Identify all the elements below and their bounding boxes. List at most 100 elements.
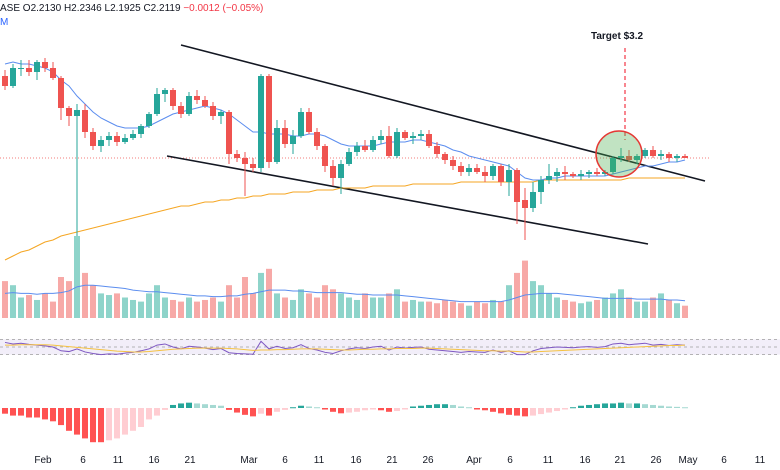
volume-bar bbox=[210, 297, 216, 318]
volume-bar bbox=[314, 297, 320, 318]
volume-bar bbox=[338, 293, 344, 318]
x-tick-label: Mar bbox=[240, 455, 258, 466]
volume-bar bbox=[450, 301, 456, 318]
macd-bar bbox=[602, 403, 608, 408]
candle-body bbox=[242, 158, 248, 164]
macd-bar bbox=[10, 408, 16, 416]
volume-bar bbox=[410, 299, 416, 318]
volume-bar bbox=[634, 301, 640, 318]
x-tick-label: Apr bbox=[466, 455, 482, 466]
volume-bar bbox=[650, 297, 656, 318]
macd-bar bbox=[42, 408, 48, 420]
candle-body bbox=[306, 112, 312, 132]
volume-bar bbox=[522, 260, 528, 318]
volume-bar bbox=[298, 289, 304, 318]
candle-body bbox=[346, 152, 352, 164]
candle-body bbox=[586, 172, 592, 174]
macd-bar bbox=[330, 408, 336, 412]
volume-bar bbox=[26, 295, 32, 318]
macd-bar bbox=[386, 408, 392, 412]
candle-body bbox=[226, 112, 232, 154]
change-value: −0.0012 (−0.05%) bbox=[183, 3, 264, 14]
macd-bar bbox=[114, 408, 120, 439]
ohlc-values: O2.2130 H2.2346 L2.1925 C2.2119 bbox=[22, 3, 181, 14]
candle-body bbox=[338, 164, 344, 178]
macd-bar bbox=[298, 405, 304, 408]
candle-body bbox=[90, 132, 96, 146]
candle-body bbox=[434, 146, 440, 154]
volume-bar bbox=[106, 295, 112, 318]
candle-body bbox=[674, 156, 680, 158]
x-tick-label: 16 bbox=[148, 455, 160, 466]
volume-bar bbox=[266, 268, 272, 318]
macd-bar bbox=[122, 408, 128, 435]
x-tick-label: 6 bbox=[80, 455, 86, 466]
candle-body bbox=[50, 68, 56, 78]
candle-body bbox=[570, 174, 576, 176]
volume-bar bbox=[250, 293, 256, 318]
x-tick-label: 11 bbox=[314, 455, 325, 466]
x-tick-label: 11 bbox=[543, 455, 554, 466]
candle-body bbox=[290, 136, 296, 144]
volume-bar bbox=[154, 285, 160, 318]
candle-body bbox=[250, 164, 256, 168]
macd-bar bbox=[682, 407, 688, 409]
candle-body bbox=[522, 200, 528, 208]
macd-bar bbox=[402, 408, 408, 410]
candle-body bbox=[490, 166, 496, 176]
volume-bar bbox=[330, 289, 336, 318]
candle-body bbox=[274, 128, 280, 162]
macd-bar bbox=[314, 407, 320, 409]
macd-bar bbox=[466, 407, 472, 409]
volume-bar bbox=[378, 297, 384, 318]
candle-body bbox=[442, 154, 448, 160]
macd-bar bbox=[570, 407, 576, 409]
trend-channel-lines[interactable] bbox=[166, 44, 706, 245]
macd-bar bbox=[170, 404, 176, 408]
macd-bar bbox=[162, 408, 168, 410]
macd-bar bbox=[146, 408, 152, 420]
macd-bar bbox=[410, 406, 416, 408]
candle-body bbox=[418, 134, 424, 136]
breakout-circle bbox=[595, 130, 643, 178]
symbol-suffix: ASE bbox=[0, 3, 21, 14]
macd-bar bbox=[610, 403, 616, 408]
candle-body bbox=[634, 156, 640, 160]
volume-bar bbox=[186, 297, 192, 318]
candle-body bbox=[618, 156, 624, 158]
x-axis: Feb 6 11 16 21 Mar 6 11 16 21 26 Apr 6 11 16 21 26 May 6 11 bbox=[34, 455, 765, 466]
volume-bar bbox=[402, 301, 408, 318]
candle-body bbox=[658, 154, 664, 156]
candle-body bbox=[386, 136, 392, 156]
macd-bar bbox=[554, 408, 560, 412]
macd-bar bbox=[290, 407, 296, 409]
volume-bar bbox=[562, 299, 568, 318]
macd-bar bbox=[634, 403, 640, 408]
candle-body bbox=[98, 140, 104, 146]
ohlc-header: ASE O2.2130 H2.2346 L2.1925 C2.2119 −0.0… bbox=[0, 3, 263, 14]
macd-bar bbox=[82, 408, 88, 439]
candle-body bbox=[234, 154, 240, 158]
volume-bar bbox=[594, 299, 600, 318]
macd-bar bbox=[234, 408, 240, 413]
candle-body bbox=[218, 112, 224, 116]
macd-bar bbox=[218, 405, 224, 408]
macd-bar bbox=[498, 408, 504, 414]
ma20-line bbox=[4, 61, 686, 181]
volume-bar bbox=[394, 289, 400, 318]
volume-bar bbox=[602, 297, 608, 318]
volume-bar bbox=[82, 272, 88, 318]
volume-bar bbox=[370, 297, 376, 318]
macd-bar bbox=[274, 408, 280, 412]
macd-bar bbox=[338, 408, 344, 414]
ma-legend: M bbox=[0, 17, 8, 28]
macd-bar bbox=[18, 408, 24, 416]
x-tick-label: 16 bbox=[579, 455, 591, 466]
candle-body bbox=[258, 76, 264, 168]
candle-body bbox=[546, 176, 552, 180]
macd-bar bbox=[306, 406, 312, 408]
volume-bar bbox=[58, 277, 64, 318]
candle-body bbox=[154, 94, 160, 114]
x-tick-label: 6 bbox=[282, 455, 288, 466]
